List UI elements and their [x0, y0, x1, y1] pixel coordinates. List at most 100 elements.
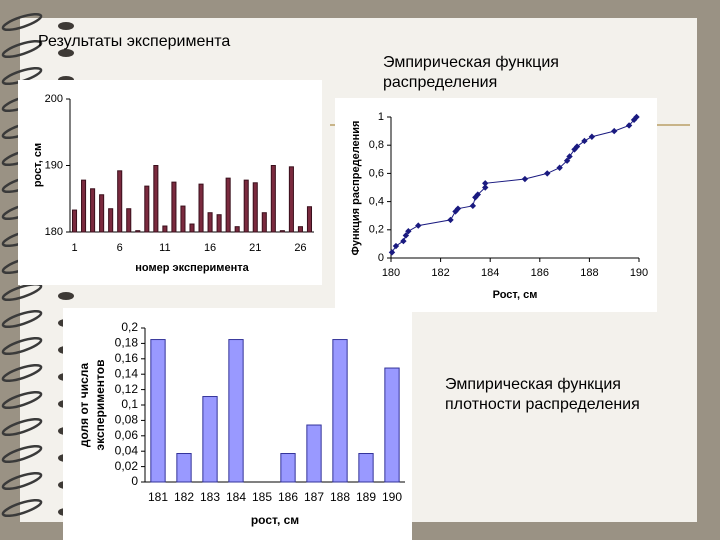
ring: [1, 39, 43, 59]
marker: [482, 184, 489, 191]
ring: [1, 309, 43, 329]
x-tick-label: 188: [580, 267, 598, 279]
x-tick-label: 180: [382, 267, 400, 279]
x-tick-label: 181: [148, 490, 168, 504]
bar: [162, 225, 168, 233]
bar: [261, 212, 267, 233]
y-tick-label: 0,18: [115, 336, 139, 350]
bar: [306, 206, 313, 233]
marker: [563, 157, 571, 164]
y-axis-title: Функция распределения: [350, 121, 362, 256]
y-tick-label: 1: [378, 111, 384, 123]
bar: [280, 453, 296, 483]
caption: Эмпирическая функция плотности распредел…: [445, 376, 640, 413]
ring: [1, 12, 43, 32]
bar: [358, 453, 374, 483]
marker: [611, 127, 618, 135]
y-tick-label: 0,14: [115, 366, 139, 380]
bar: [99, 194, 105, 233]
marker: [625, 122, 633, 129]
marker: [581, 137, 588, 145]
marker: [469, 202, 477, 210]
x-tick-label: 183: [200, 490, 220, 504]
y-tick-label: 0,06: [115, 428, 139, 442]
ring: [1, 336, 43, 356]
bar: [234, 226, 240, 233]
x-tick-label: 6: [117, 242, 123, 254]
bar: [153, 165, 159, 233]
x-tick-label: 185: [252, 490, 272, 504]
marker: [454, 205, 462, 212]
marker: [556, 164, 563, 171]
y-tick-label: 0,4: [369, 196, 384, 208]
hole: [58, 49, 74, 57]
marker: [388, 249, 396, 256]
bar: [270, 165, 276, 233]
y-tick-label: 200: [45, 93, 63, 105]
x-tick-label: 189: [356, 490, 376, 504]
bar: [90, 188, 96, 233]
bar: [189, 223, 195, 233]
slide-title: Результаты эксперимента: [38, 33, 231, 50]
bar: [202, 396, 218, 483]
x-tick-label: 16: [204, 242, 216, 254]
bar: [384, 367, 400, 483]
marker: [400, 237, 407, 245]
y-tick-label: 0,02: [115, 459, 139, 473]
marker: [447, 216, 454, 224]
ring: [1, 363, 43, 383]
marker: [402, 232, 410, 239]
y-tick-label: 0: [378, 252, 384, 264]
x-tick-label: 186: [531, 267, 549, 279]
marker: [474, 191, 481, 198]
y-tick-label: 0,2: [121, 320, 138, 334]
ring: [1, 498, 43, 518]
marker: [405, 228, 412, 235]
y-tick-label: 0,08: [115, 413, 139, 427]
bar: [176, 453, 192, 483]
bar: [243, 179, 249, 233]
bar: [126, 208, 132, 233]
y-tick-label: 0,16: [115, 351, 139, 365]
x-axis-title: Рост, см: [493, 289, 538, 301]
y-tick-label: 190: [45, 159, 63, 171]
x-tick-label: 182: [174, 490, 194, 504]
bar: [180, 205, 186, 233]
bar: [332, 339, 348, 483]
bar: [150, 339, 166, 483]
bar: [135, 230, 141, 233]
bar: [171, 181, 177, 233]
marker: [415, 222, 422, 229]
y-tick-label: 0,8: [369, 139, 384, 151]
bar: [225, 177, 231, 233]
x-tick-label: 190: [630, 267, 648, 279]
marker: [633, 113, 640, 121]
bar: [108, 208, 114, 233]
bar: [216, 214, 222, 233]
ring: [1, 390, 43, 410]
x-tick-label: 21: [249, 242, 261, 254]
hole: [58, 22, 74, 30]
y-tick-label: 0,04: [115, 443, 139, 457]
x-tick-label: 26: [294, 242, 306, 254]
marker: [566, 153, 573, 160]
x-tick-label: 184: [226, 490, 246, 504]
x-tick-label: 186: [278, 490, 298, 504]
chart-box: [18, 80, 322, 285]
x-tick-label: 187: [304, 490, 324, 504]
bar: [228, 339, 244, 483]
caption: Эмпирическая функция распределения: [383, 54, 559, 91]
y-tick-label: 180: [45, 226, 63, 238]
y-tick-label: 0,2: [369, 224, 384, 236]
y-tick-label: 0: [131, 474, 138, 488]
bar: [306, 424, 322, 483]
x-axis-title: номер эксперимента: [135, 262, 249, 274]
y-axis-title: рост, см: [32, 143, 44, 187]
x-tick-label: 184: [481, 267, 499, 279]
marker: [573, 143, 581, 150]
marker: [544, 170, 551, 177]
y-tick-label: 0,1: [121, 397, 138, 411]
x-tick-label: 182: [431, 267, 449, 279]
